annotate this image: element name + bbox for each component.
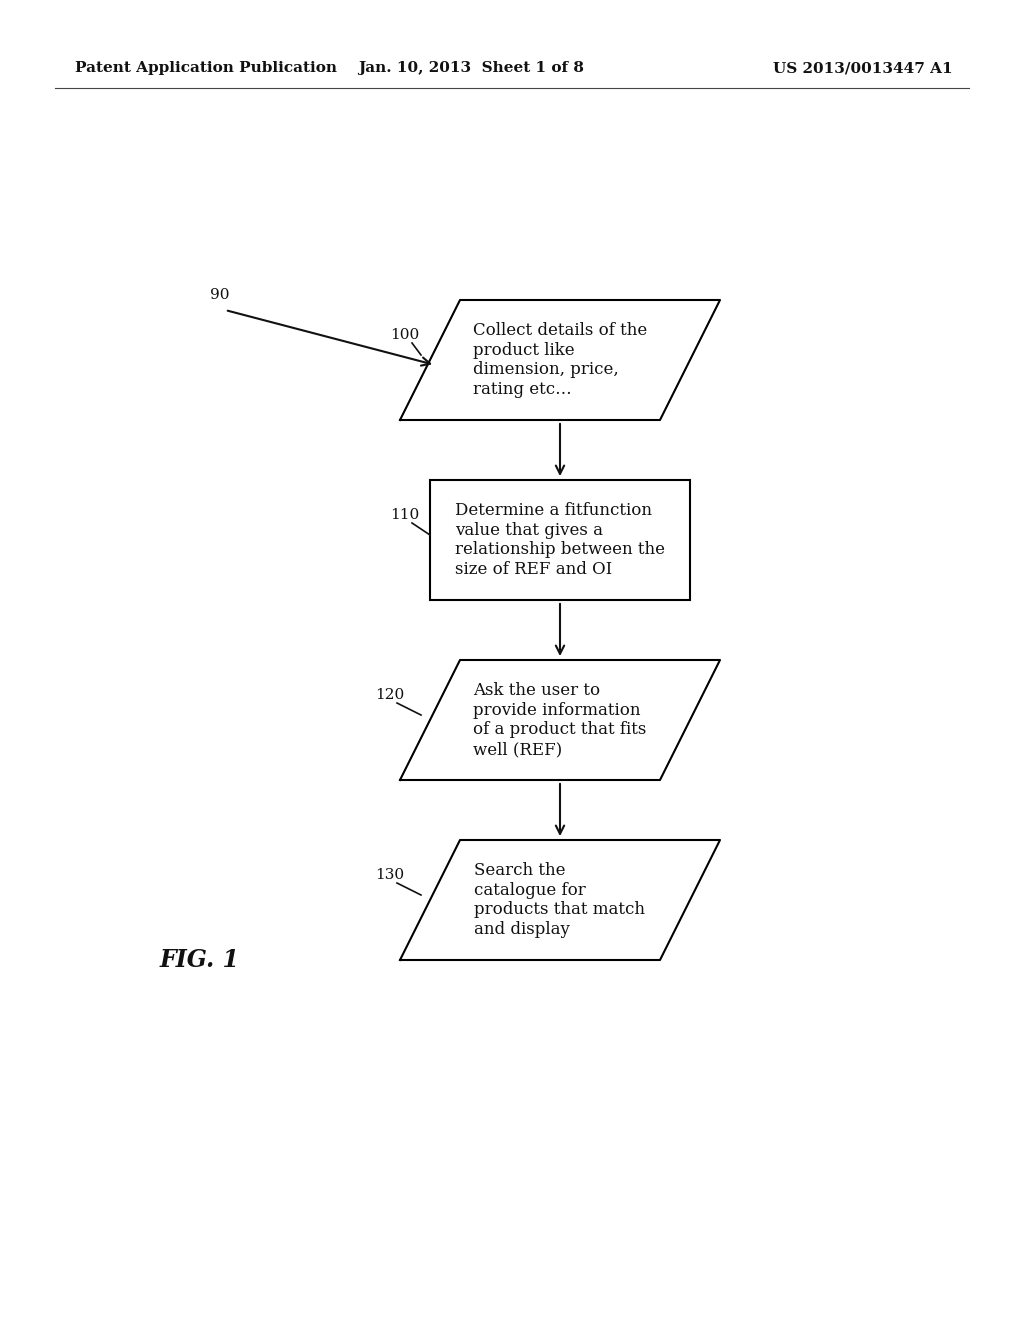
Text: 130: 130: [375, 869, 404, 882]
Polygon shape: [400, 840, 720, 960]
Text: Jan. 10, 2013  Sheet 1 of 8: Jan. 10, 2013 Sheet 1 of 8: [358, 61, 584, 75]
Text: Search the
catalogue for
products that match
and display: Search the catalogue for products that m…: [474, 862, 645, 939]
Text: 100: 100: [390, 327, 419, 342]
Text: 110: 110: [390, 508, 419, 521]
Text: US 2013/0013447 A1: US 2013/0013447 A1: [773, 61, 952, 75]
Text: Collect details of the
product like
dimension, price,
rating etc…: Collect details of the product like dime…: [473, 322, 647, 397]
Polygon shape: [400, 300, 720, 420]
Text: Patent Application Publication: Patent Application Publication: [75, 61, 337, 75]
Polygon shape: [400, 660, 720, 780]
Text: FIG. 1: FIG. 1: [160, 948, 240, 972]
Bar: [430, 480, 690, 601]
Text: Ask the user to
provide information
of a product that fits
well (REF): Ask the user to provide information of a…: [473, 682, 647, 758]
Text: 90: 90: [210, 288, 229, 302]
Text: Determine a fitfunction
value that gives a
relationship between the
size of REF : Determine a fitfunction value that gives…: [455, 502, 665, 578]
Text: 120: 120: [375, 688, 404, 702]
